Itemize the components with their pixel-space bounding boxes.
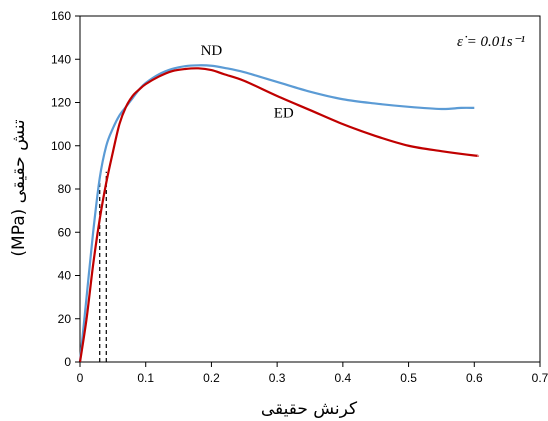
series-line-nd bbox=[78, 64, 475, 363]
series-line-ed bbox=[78, 67, 480, 363]
series-label-nd: ND bbox=[201, 43, 223, 59]
x-tick-label: 0.3 bbox=[269, 371, 286, 385]
y-tick-label: 20 bbox=[58, 312, 72, 326]
y-axis: 0 20 40 60 80 100 120 140 160 bbox=[51, 9, 80, 369]
y-tick-label: 120 bbox=[51, 96, 71, 110]
series-group bbox=[78, 64, 480, 363]
x-axis-title: کرنش حقیقی bbox=[261, 399, 358, 419]
strain-rate-annotation: ε̇ = 0.01s⁻¹ bbox=[457, 34, 526, 50]
y-tick-label: 140 bbox=[51, 52, 71, 66]
y-tick-label: 100 bbox=[51, 139, 71, 153]
x-tick-label: 0.1 bbox=[137, 371, 154, 385]
series-label-ed: ED bbox=[274, 106, 294, 122]
plot-frame bbox=[79, 15, 541, 363]
x-tick-label: 0.4 bbox=[335, 371, 352, 385]
y-axis-title: (MPa) تنش حقیقی bbox=[9, 119, 29, 256]
x-tick-label: 0.7 bbox=[532, 371, 548, 385]
plot-area bbox=[78, 15, 541, 363]
x-tick-label: 0 bbox=[77, 371, 84, 385]
x-tick-label: 0.6 bbox=[466, 371, 483, 385]
reference-lines bbox=[99, 171, 107, 362]
y-tick-label: 60 bbox=[58, 225, 72, 239]
x-axis: 0 0.1 0.2 0.3 0.4 0.5 0.6 0.7 bbox=[77, 362, 548, 385]
x-tick-label: 0.2 bbox=[203, 371, 220, 385]
y-tick-label: 0 bbox=[64, 355, 71, 369]
y-tick-label: 40 bbox=[58, 269, 72, 283]
y-tick-label: 80 bbox=[58, 182, 72, 196]
y-tick-label: 160 bbox=[51, 9, 71, 23]
x-tick-label: 0.5 bbox=[400, 371, 417, 385]
